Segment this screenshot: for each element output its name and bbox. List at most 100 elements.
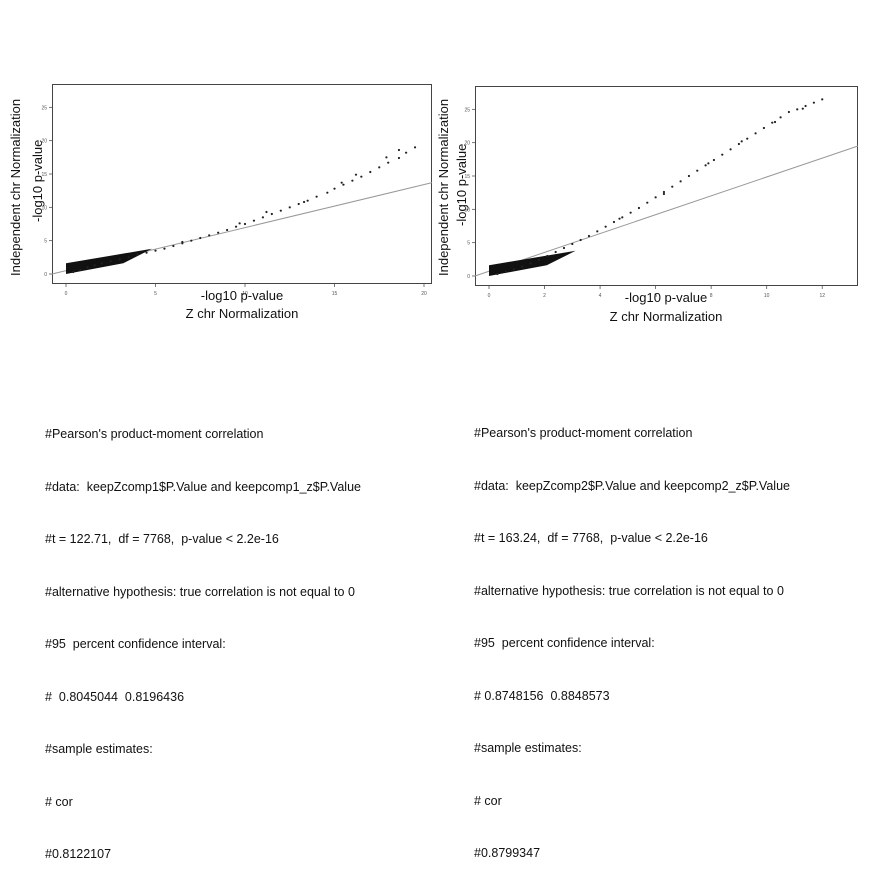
scatter-point [270,212,273,216]
scatter-point [208,234,211,237]
scatter-point [537,258,541,262]
scatter-point [596,230,599,233]
scatter-point [86,266,89,269]
scatter-point [504,270,507,274]
scatter-point [612,220,616,224]
x-tick-label: 2 [543,293,546,299]
scatter-point [546,254,549,258]
scatter-point [387,161,390,164]
scatter-point [587,234,591,238]
x-tick-label: 8 [710,293,713,299]
stats-line: #Pearson's product-moment correlation [45,427,264,441]
x-tick-label: 6 [654,293,657,299]
scatter-point [378,166,381,169]
x-tick-label: 10 [764,293,770,299]
scatter-point [360,175,363,178]
scatter-point [512,268,516,271]
scatter-point [773,120,777,124]
scatter-point [127,256,130,259]
scatter-point [100,262,103,265]
scatter-point [629,211,632,214]
y-tick-label: 0 [44,272,47,278]
scatter-point [687,174,691,178]
scatter-point [801,107,804,110]
y-tick-label: 15 [464,174,470,180]
scatter-point [571,242,574,246]
stats-line: # 0.8748156 0.8848573 [474,688,610,703]
x-tick-label: 4 [599,293,602,299]
scatter-point [521,265,524,268]
scatter-point [118,258,121,261]
scatter-point [740,140,743,143]
x-tick-label: 12 [819,293,825,299]
scatter-point [737,142,741,146]
scatter-point [707,162,710,165]
stats-line: #alternative hypothesis: true correlatio… [45,584,355,599]
scatter-point [821,98,824,101]
scatter-point [405,151,408,154]
right-scatter-plot: 0 2 4 6 8 10 12 0 5 10 15 20 25 [464,86,859,299]
scatter-point [721,153,724,156]
stats-line: #0.8122107 [45,847,112,861]
stats-line: #95 percent confidence interval: [45,637,226,651]
scatter-point [529,262,532,265]
y-tick-label: 5 [467,241,470,247]
scatter-point [109,260,112,263]
scatter-point [234,225,238,228]
scatter-point [93,264,96,267]
scatter-point [351,179,354,182]
left-ylabel-outer: Independent chr Normalization [8,98,23,276]
scatter-point [243,222,247,226]
left-scatter-plot: 0 5 10 15 20 0 5 10 15 20 25 [41,84,433,297]
scatter-point [754,132,757,135]
scatter-point [397,156,401,160]
scatter-point [369,170,372,174]
scatter-point [762,126,766,130]
scatter-point [812,101,815,104]
scatter-point [579,238,582,242]
scatter-point [354,173,358,176]
stats-line: #0.8799347 [474,846,541,860]
scatter-point [172,244,175,248]
scatter-point [181,240,184,244]
scatter-point [554,250,557,254]
scatter-point [804,104,807,108]
dense-point-cloud [66,248,152,274]
scatter-point [604,225,607,228]
stats-line: #data: keepZcomp1$P.Value and keepcomp1_… [45,479,361,494]
scatter-point [637,206,641,210]
left-correlation-stats: #Pearson's product-moment correlation #d… [45,391,361,881]
plot-frame [475,86,858,286]
y-tick-label: 0 [467,274,470,280]
scatter-point [385,156,388,159]
stats-line: #data: keepZcomp2$P.Value and keepcomp2_… [474,478,790,493]
scatter-point [796,108,799,111]
scatter-point [746,137,749,140]
scatter-point [226,228,229,232]
stats-line: #t = 163.24, df = 7768, p-value < 2.2e-1… [474,531,708,545]
y-tick-label: 25 [41,105,47,111]
scatter-point [662,192,666,196]
scatter-point [279,209,282,212]
x-tick-label: 20 [421,291,427,297]
scatter-point [779,116,782,119]
scatter-point [288,206,291,209]
scatter-point [704,164,707,167]
scatter-point [333,187,336,190]
scatter-point [340,181,343,184]
scatter-point [679,180,682,183]
scatter-point [190,239,193,242]
y-tick-label: 20 [41,139,47,145]
scatter-point [771,121,774,124]
scatter-point [252,219,256,222]
y-tick-label: 25 [464,107,470,113]
right-xlabel-outer: Z chr Normalization [609,309,723,324]
left-xlabel-outer: Z chr Normalization [185,306,299,321]
scatter-point [729,148,732,151]
scatter-point [163,247,166,250]
scatter-point [671,185,674,188]
y-tick-label: 10 [41,205,47,211]
scatter-point [618,217,621,220]
scatter-point [654,196,657,199]
y-tick-label: 20 [464,141,470,147]
